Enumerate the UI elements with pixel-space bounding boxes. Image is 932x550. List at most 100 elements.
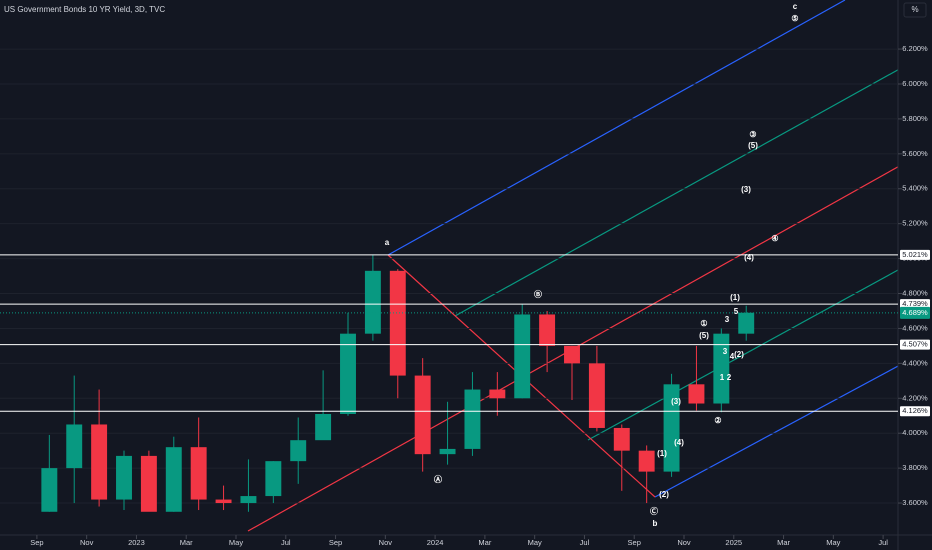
x-tick-label: Jul <box>580 538 590 547</box>
wave-label: 3 <box>725 315 730 324</box>
wave-label: Ⓒ <box>650 506 658 516</box>
candle-body <box>116 455 132 500</box>
wave-label: ② <box>714 416 721 425</box>
last-price-label: 4.689% <box>902 308 928 317</box>
y-tick-label: 4.400% <box>902 358 928 367</box>
candle-body <box>514 314 531 399</box>
level-label: 5.021% <box>902 250 928 259</box>
candle-body <box>41 468 58 512</box>
x-tick-label: 2023 <box>128 538 145 547</box>
wave-label: 4 <box>730 352 735 361</box>
y-tick-label: 5.600% <box>902 149 928 158</box>
candle-body <box>265 461 282 497</box>
y-tick-label: 4.000% <box>902 428 928 437</box>
level-tag <box>900 299 930 310</box>
candle-body <box>539 314 556 346</box>
x-tick-label: Sep <box>329 538 342 547</box>
wave-label: Ⓑ <box>534 289 542 299</box>
y-tick-label: 6.200% <box>902 44 928 53</box>
candle-body <box>414 375 431 455</box>
candle-body <box>190 447 207 500</box>
level-label: 4.507% <box>902 340 928 349</box>
candle-body <box>315 413 332 441</box>
wave-label: a <box>385 238 390 247</box>
wave-label: (1) <box>657 449 667 458</box>
unit-label: % <box>911 5 918 14</box>
x-tick-label: Mar <box>478 538 491 547</box>
level-tag <box>900 406 930 417</box>
candle-body <box>613 427 630 451</box>
wave-label: ④ <box>771 234 778 243</box>
wave-label: ③ <box>749 130 756 139</box>
wave-label: (4) <box>674 438 684 447</box>
y-tick-label: 3.600% <box>902 498 928 507</box>
wave-label: 5 <box>734 307 739 316</box>
candle-body <box>738 312 755 334</box>
candle-body <box>364 270 381 334</box>
x-tick-label: Jul <box>281 538 291 547</box>
chart-title: US Government Bonds 10 YR Yield, 3D, TVC <box>4 5 165 14</box>
wave-label: (5) <box>699 331 709 340</box>
x-tick-label: Nov <box>379 538 393 547</box>
wave-label: ① <box>700 319 707 328</box>
y-tick-label: 4.600% <box>902 323 928 332</box>
candle-body <box>588 363 605 428</box>
pitchfork-upper-mid <box>454 69 898 317</box>
wave-label: c <box>793 2 798 11</box>
candle-body <box>215 499 232 504</box>
y-tick-label: 5.400% <box>902 184 928 193</box>
wave-label: (3) <box>741 185 751 194</box>
x-tick-label: Mar <box>180 538 193 547</box>
candle-body <box>464 389 481 449</box>
unit-button[interactable] <box>903 2 927 18</box>
y-tick-label: 5.800% <box>902 114 928 123</box>
x-tick-label: 2025 <box>725 538 742 547</box>
y-tick-label: 3.800% <box>902 463 928 472</box>
plot-area <box>0 48 898 512</box>
level-tag <box>900 339 930 350</box>
candle-body <box>638 450 655 472</box>
y-tick-label: 6.000% <box>902 79 928 88</box>
candle-body <box>340 333 356 414</box>
level-label: 4.126% <box>902 406 928 415</box>
wave-label: b <box>653 519 658 528</box>
candle-body <box>140 455 157 512</box>
wave-label: (4) <box>744 253 754 262</box>
wave-label: (3) <box>671 397 681 406</box>
y-tick-label: 4.200% <box>902 393 928 402</box>
wave-label: 3 <box>723 347 728 356</box>
candle-body <box>489 389 506 399</box>
x-tick-label: Nov <box>80 538 94 547</box>
last-price-tag <box>900 306 930 319</box>
pitchfork-lower <box>654 365 898 498</box>
candle-body <box>663 384 680 472</box>
x-tick-label: May <box>229 538 243 547</box>
x-tick-label: 2024 <box>427 538 444 547</box>
y-tick-label: 5.200% <box>902 219 928 228</box>
x-tick-label: May <box>528 538 542 547</box>
pitchfork-upper <box>387 0 846 256</box>
x-tick-label: Mar <box>777 538 790 547</box>
wave-label: ⑤ <box>791 14 798 23</box>
candle-body <box>66 424 83 469</box>
candle-body <box>290 440 307 462</box>
x-tick-label: Sep <box>628 538 641 547</box>
level-tag <box>900 249 930 260</box>
wave-label: (1) <box>730 293 740 302</box>
wave-label: Ⓐ <box>434 474 442 484</box>
x-tick-label: Jul <box>878 538 888 547</box>
y-tick-label: 4.800% <box>902 289 928 298</box>
wave-label: (2) <box>659 490 669 499</box>
wave-label: 2 <box>727 373 732 382</box>
candle-body <box>564 345 580 364</box>
candle-body <box>91 424 108 500</box>
x-tick-label: Nov <box>677 538 691 547</box>
x-tick-label: May <box>826 538 840 547</box>
candle-body <box>165 447 182 512</box>
candle-body <box>713 333 730 404</box>
wave-label: 1 <box>720 373 725 382</box>
wave-label: (5) <box>748 141 758 150</box>
level-label: 4.739% <box>902 299 928 308</box>
